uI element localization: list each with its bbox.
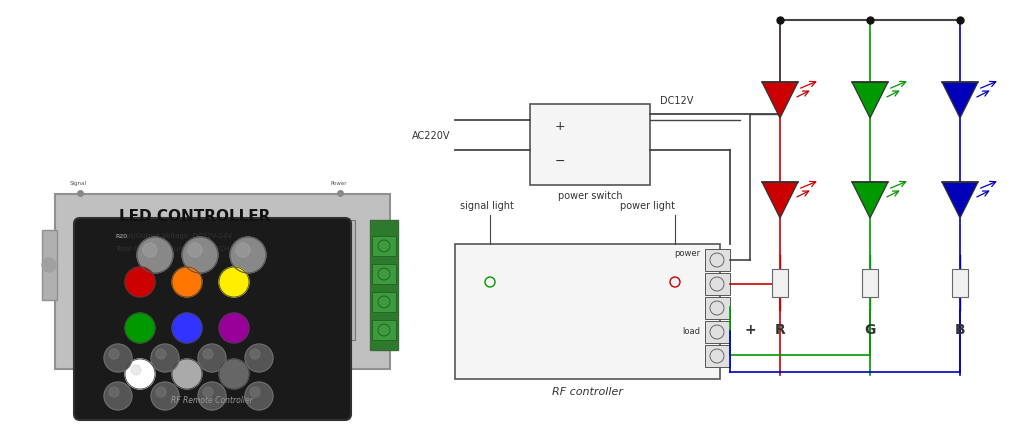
Circle shape xyxy=(236,243,250,258)
Circle shape xyxy=(156,349,166,359)
Circle shape xyxy=(143,243,157,258)
Circle shape xyxy=(156,387,166,397)
Circle shape xyxy=(125,359,155,389)
Bar xyxy=(42,230,57,300)
Bar xyxy=(772,269,788,297)
Polygon shape xyxy=(762,83,798,119)
Polygon shape xyxy=(852,183,888,218)
Circle shape xyxy=(250,387,260,397)
Circle shape xyxy=(198,382,226,410)
Circle shape xyxy=(203,387,213,397)
Circle shape xyxy=(125,313,155,343)
Text: Total Output of Current: 5A×3CH: Total Output of Current: 5A×3CH xyxy=(115,246,229,252)
Circle shape xyxy=(172,359,202,389)
Bar xyxy=(290,239,350,252)
Text: LED CONTROLLER: LED CONTROLLER xyxy=(120,208,270,223)
Circle shape xyxy=(42,258,56,272)
Text: Power: Power xyxy=(330,181,346,186)
Text: DC12V: DC12V xyxy=(660,96,693,106)
Bar xyxy=(705,273,730,295)
Bar xyxy=(705,345,730,367)
Text: power switch: power switch xyxy=(558,190,623,200)
Polygon shape xyxy=(942,183,978,218)
Text: power: power xyxy=(674,248,700,257)
Circle shape xyxy=(182,237,218,273)
Bar xyxy=(285,221,355,340)
Bar xyxy=(290,258,350,272)
Circle shape xyxy=(188,243,202,258)
Bar xyxy=(372,237,396,256)
Bar xyxy=(705,249,730,271)
Bar xyxy=(372,320,396,340)
Circle shape xyxy=(219,267,249,297)
Circle shape xyxy=(250,349,260,359)
Circle shape xyxy=(104,382,132,410)
Text: RF controller: RF controller xyxy=(552,386,623,396)
Text: AC220V: AC220V xyxy=(412,131,450,141)
Text: Signal: Signal xyxy=(70,181,87,186)
Bar xyxy=(705,297,730,319)
Circle shape xyxy=(203,349,213,359)
Text: G: G xyxy=(864,322,876,336)
Circle shape xyxy=(245,382,273,410)
Bar xyxy=(290,318,350,332)
Text: B: B xyxy=(954,322,966,336)
Polygon shape xyxy=(852,83,888,119)
Bar xyxy=(530,105,650,186)
Bar xyxy=(455,244,720,379)
Circle shape xyxy=(137,237,173,273)
Circle shape xyxy=(151,344,179,372)
Text: power light: power light xyxy=(620,200,675,211)
Text: signal light: signal light xyxy=(460,200,514,211)
Text: RF Remote Controller: RF Remote Controller xyxy=(171,395,253,404)
Circle shape xyxy=(109,387,119,397)
Circle shape xyxy=(219,359,249,389)
Bar xyxy=(290,298,350,312)
Text: −: − xyxy=(555,154,565,167)
FancyBboxPatch shape xyxy=(55,194,390,369)
Circle shape xyxy=(172,267,202,297)
Circle shape xyxy=(219,313,249,343)
Text: load: load xyxy=(682,326,700,335)
Bar xyxy=(370,221,398,350)
Bar xyxy=(372,292,396,312)
Circle shape xyxy=(245,344,273,372)
Polygon shape xyxy=(762,183,798,218)
Circle shape xyxy=(125,267,155,297)
Circle shape xyxy=(198,344,226,372)
Circle shape xyxy=(104,344,132,372)
Text: +: + xyxy=(555,119,565,132)
Text: R20: R20 xyxy=(115,233,127,238)
Bar xyxy=(952,269,968,297)
Text: Input/Output Voltage: DC12V-24V: Input/Output Voltage: DC12V-24V xyxy=(115,233,232,239)
Bar xyxy=(862,269,878,297)
Circle shape xyxy=(230,237,266,273)
FancyBboxPatch shape xyxy=(74,218,351,420)
Circle shape xyxy=(151,382,179,410)
Bar xyxy=(290,278,350,292)
Text: R: R xyxy=(774,322,785,336)
Circle shape xyxy=(172,313,202,343)
Bar xyxy=(705,321,730,343)
Text: +: + xyxy=(744,322,756,336)
Bar xyxy=(372,264,396,284)
Polygon shape xyxy=(942,83,978,119)
Circle shape xyxy=(131,365,141,375)
Circle shape xyxy=(109,349,119,359)
